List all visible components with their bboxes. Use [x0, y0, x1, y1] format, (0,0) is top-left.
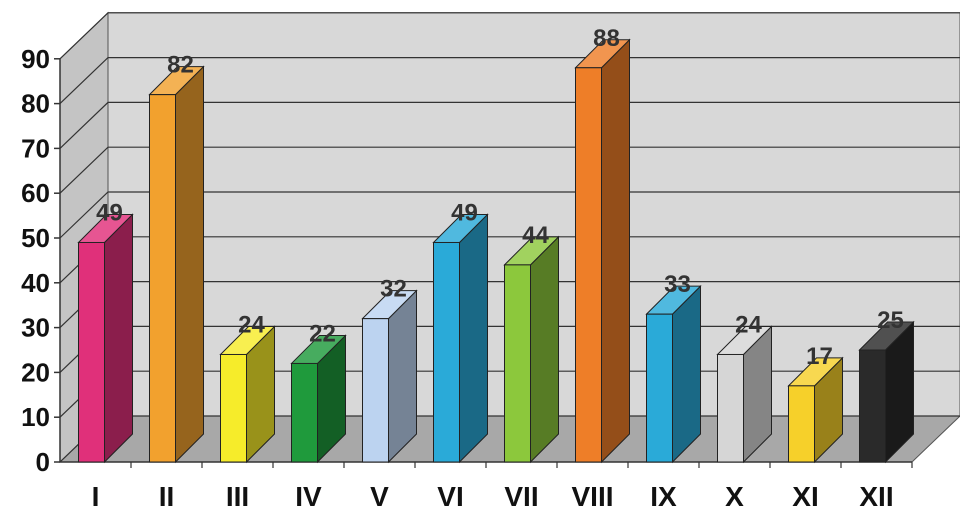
x-tick-label: IX	[650, 481, 677, 507]
y-tick-label: 0	[36, 447, 50, 477]
x-tick-label: VIII	[571, 481, 613, 507]
y-tick-label: 40	[21, 268, 50, 298]
data-label: 49	[451, 199, 478, 226]
data-label: 82	[167, 52, 194, 79]
x-tick-label: III	[226, 481, 249, 507]
bar	[717, 353, 744, 463]
gridline	[59, 146, 960, 194]
bar-side	[104, 213, 133, 464]
gridline	[59, 56, 960, 105]
bar-side	[388, 289, 417, 464]
bar	[78, 241, 105, 463]
bar	[291, 362, 318, 463]
y-tick-label: 50	[21, 223, 50, 253]
gridline	[59, 101, 960, 149]
x-tick-label: I	[92, 481, 100, 507]
x-tick-label: VI	[437, 481, 463, 507]
y-tick-label: 20	[21, 357, 50, 387]
x-tick-label: VII	[504, 481, 538, 507]
x-tick-label: V	[370, 481, 389, 507]
data-label: 33	[664, 271, 691, 298]
data-label: 32	[380, 276, 407, 303]
y-tick-label: 10	[21, 402, 50, 432]
y-tick-label: 30	[21, 313, 50, 343]
data-label: 49	[96, 199, 123, 226]
bar	[575, 67, 602, 463]
bar-side	[175, 65, 204, 464]
x-tick-label: X	[725, 481, 744, 507]
bar	[646, 313, 673, 463]
bar	[788, 385, 815, 463]
bar	[433, 241, 460, 463]
y-tick-label: 60	[21, 178, 50, 208]
bar-side	[459, 213, 488, 464]
y-tick-label: 80	[21, 89, 50, 119]
data-label: 17	[806, 343, 833, 370]
x-tick-label: II	[159, 481, 175, 507]
bar-side	[672, 284, 701, 464]
data-label: 88	[593, 25, 620, 52]
bar-side	[530, 235, 559, 464]
bar	[362, 318, 389, 463]
data-label: 44	[522, 222, 549, 249]
bar	[149, 94, 176, 463]
y-tick-label: 90	[21, 44, 50, 74]
data-label: 24	[238, 311, 265, 338]
x-tick-label: XII	[859, 481, 893, 507]
x-tick-label: XI	[792, 481, 818, 507]
bar	[220, 353, 247, 463]
gridline	[59, 191, 960, 239]
bar-side	[601, 38, 630, 464]
bar	[859, 349, 886, 463]
data-label: 25	[877, 307, 904, 334]
x-tick-label: IV	[295, 481, 322, 507]
bar	[504, 264, 531, 463]
gridline	[59, 12, 960, 60]
y-tick-label: 70	[21, 133, 50, 163]
data-label: 22	[309, 320, 336, 347]
data-label: 24	[735, 311, 762, 338]
